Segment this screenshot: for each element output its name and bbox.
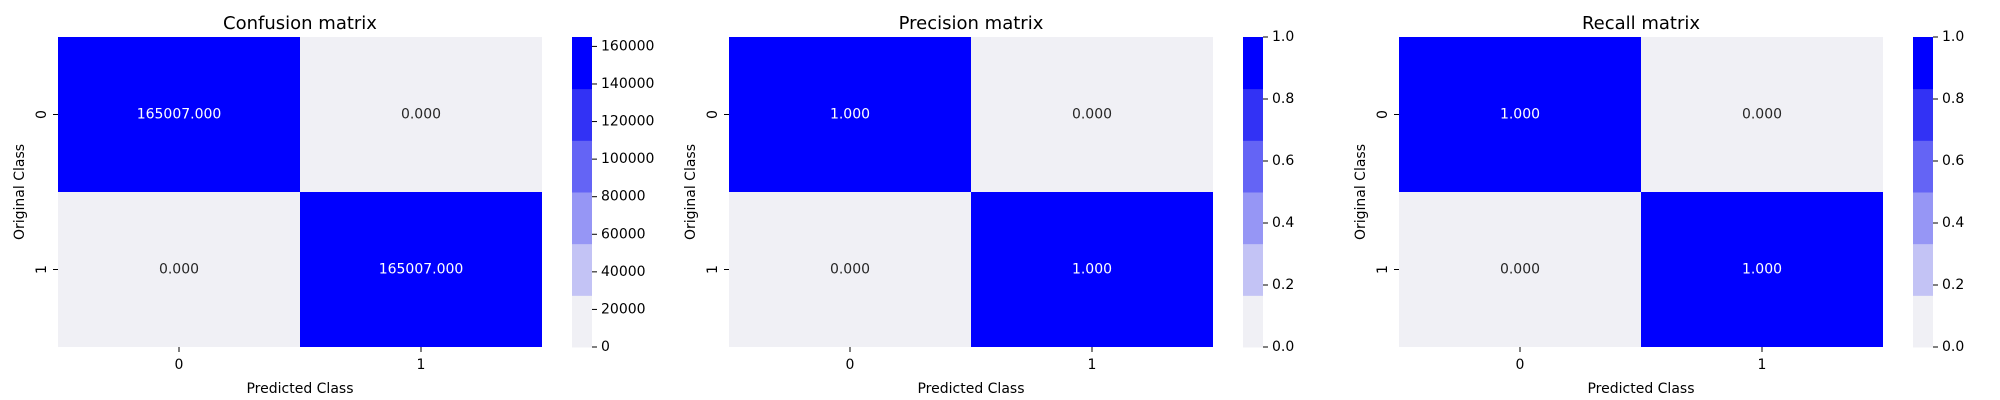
cell-value-label: 1.000 <box>830 107 870 123</box>
heatmap-cell <box>58 37 300 192</box>
cell-value-label: 0.000 <box>1500 262 1540 278</box>
colorbar-band <box>572 140 592 193</box>
colorbar-tick-label: 0.4 <box>1272 215 1294 231</box>
cell-value-label: 0.000 <box>1742 107 1782 123</box>
colorbar-band <box>1913 140 1933 193</box>
x-axis-label: Predicted Class <box>917 381 1024 397</box>
y-tick-label: 1 <box>705 265 721 274</box>
y-tick-label: 0 <box>1375 110 1391 119</box>
colorbar-band <box>572 37 592 90</box>
colorbar-band <box>1243 88 1263 141</box>
y-axis-label: Original Class <box>683 144 699 240</box>
y-tick-label: 0 <box>34 110 50 119</box>
colorbar-tick-label: 60000 <box>601 226 646 242</box>
y-axis-label: Original Class <box>1353 144 1369 240</box>
colorbar-tick-label: 0.8 <box>1272 91 1294 107</box>
cell-value-label: 0.000 <box>159 262 199 278</box>
chart-title: Recall matrix <box>1582 13 1700 34</box>
colorbar-band <box>1243 243 1263 296</box>
heatmap-cell <box>729 37 971 192</box>
colorbar-tick-label: 80000 <box>601 189 646 205</box>
x-axis-label: Predicted Class <box>246 381 353 397</box>
heatmap-cell <box>1641 37 1883 192</box>
cell-value-label: 165007.000 <box>137 107 222 123</box>
colorbar-tick-label: 120000 <box>601 114 654 130</box>
colorbar-band <box>1243 140 1263 193</box>
colorbar-band <box>1913 88 1933 141</box>
chart-title: Precision matrix <box>899 13 1044 34</box>
heatmap-cell <box>1641 192 1883 347</box>
heatmap-cell <box>971 37 1213 192</box>
heatmap-cell <box>300 192 542 347</box>
colorbar-band <box>572 88 592 141</box>
colorbar-tick-label: 0.2 <box>1272 277 1294 293</box>
colorbar-tick-label: 1.0 <box>1942 29 1964 45</box>
colorbar-tick-label: 140000 <box>601 76 654 92</box>
colorbar-band <box>1913 192 1933 245</box>
cell-value-label: 1.000 <box>1500 107 1540 123</box>
colorbar-tick-label: 20000 <box>601 301 646 317</box>
chart-title: Confusion matrix <box>223 13 377 34</box>
colorbar-tick-label: 160000 <box>601 38 654 54</box>
colorbar-band <box>1913 37 1933 90</box>
colorbar-band <box>1243 37 1263 90</box>
colorbar-band <box>572 192 592 245</box>
y-tick-label: 1 <box>1375 265 1391 274</box>
colorbar-tick-label: 0.4 <box>1942 215 1964 231</box>
colorbar-tick-label: 0.2 <box>1942 277 1964 293</box>
x-tick-label: 0 <box>1516 357 1525 373</box>
colorbar-tick-label: 0.0 <box>1272 339 1294 355</box>
colorbar-tick-label: 40000 <box>601 264 646 280</box>
colorbar-tick-label: 100000 <box>601 151 654 167</box>
cell-value-label: 1.000 <box>1742 262 1782 278</box>
colorbar-band <box>1243 192 1263 245</box>
cell-value-label: 165007.000 <box>379 262 464 278</box>
x-tick-label: 0 <box>846 357 855 373</box>
heatmap-cell <box>1399 192 1641 347</box>
cell-value-label: 1.000 <box>1072 262 1112 278</box>
colorbar-tick-label: 0 <box>601 339 610 355</box>
x-axis-label: Predicted Class <box>1587 381 1694 397</box>
colorbar-tick-label: 0.6 <box>1942 153 1964 169</box>
colorbar-tick-label: 0.0 <box>1942 339 1964 355</box>
y-axis-label: Original Class <box>12 144 28 240</box>
y-tick-label: 1 <box>34 265 50 274</box>
cell-value-label: 0.000 <box>1072 107 1112 123</box>
cell-value-label: 0.000 <box>830 262 870 278</box>
colorbar-tick-label: 1.0 <box>1272 29 1294 45</box>
colorbar-band <box>1913 295 1933 348</box>
y-tick-label: 0 <box>705 110 721 119</box>
heatmap-cell <box>1399 37 1641 192</box>
colorbar-tick-label: 0.6 <box>1272 153 1294 169</box>
x-tick-label: 1 <box>1758 357 1767 373</box>
heatmap-cell <box>729 192 971 347</box>
x-tick-label: 0 <box>175 357 184 373</box>
colorbar-tick-label: 0.8 <box>1942 91 1964 107</box>
x-tick-label: 1 <box>417 357 426 373</box>
x-tick-label: 1 <box>1088 357 1097 373</box>
heatmap-cell <box>300 37 542 192</box>
cell-value-label: 0.000 <box>401 107 441 123</box>
colorbar-band <box>1243 295 1263 348</box>
colorbar-band <box>572 243 592 296</box>
heatmap-cell <box>58 192 300 347</box>
colorbar-band <box>1913 243 1933 296</box>
heatmap-cell <box>971 192 1213 347</box>
colorbar-band <box>572 295 592 348</box>
